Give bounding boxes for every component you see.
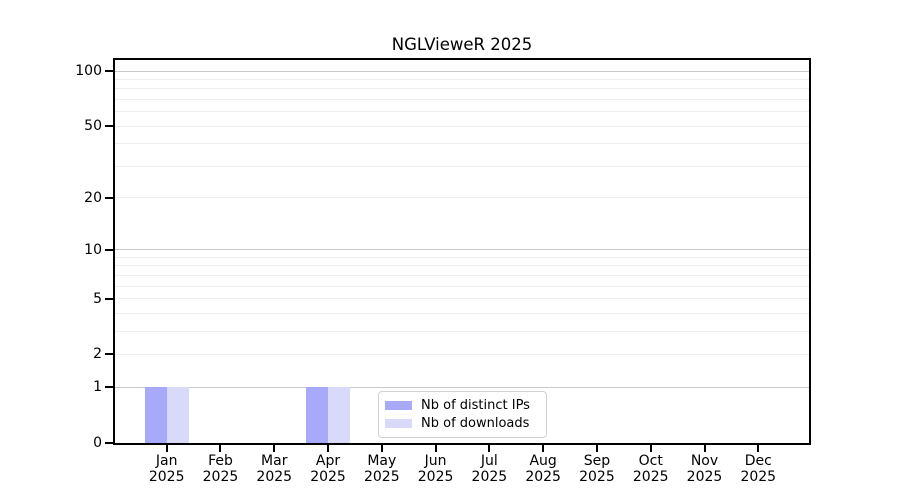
minor-gridline: [115, 330, 809, 332]
year-label: 2025: [740, 469, 777, 485]
y-axis-tick: [105, 297, 113, 300]
minor-gridline: [115, 99, 809, 101]
year-label: 2025: [525, 469, 561, 485]
year-label: 2025: [417, 469, 454, 485]
minor-gridline: [115, 312, 809, 314]
y-axis-tick-label: 1: [93, 379, 102, 396]
y-axis-tick-label: 50: [84, 118, 102, 135]
minor-gridline: [115, 353, 809, 355]
y-axis-tick: [105, 125, 113, 128]
x-axis-tick: [165, 445, 168, 452]
month-label: Jan: [155, 453, 178, 469]
month-label: Jul: [480, 453, 498, 469]
x-axis-tick-label: May 2025: [350, 453, 414, 485]
x-axis-tick: [649, 445, 652, 452]
x-axis-tick-label: Aug 2025: [511, 453, 575, 485]
legend-swatch-distinct-ips: [385, 401, 412, 410]
legend: Nb of distinct IPs Nb of downloads: [378, 391, 547, 438]
legend-swatch-downloads: [385, 419, 412, 428]
y-axis-tick-label: 10: [84, 241, 102, 258]
plot-area: [113, 58, 811, 445]
legend-row-distinct-ips: Nb of distinct IPs: [385, 398, 540, 413]
x-axis-tick: [380, 445, 383, 452]
y-axis-tick: [105, 353, 113, 356]
month-label: Sep: [583, 453, 611, 469]
x-axis-tick-label: Sep 2025: [565, 453, 629, 485]
x-axis-tick-label: Jul 2025: [457, 453, 521, 485]
minor-gridline: [115, 111, 809, 113]
x-axis-tick: [219, 445, 222, 452]
y-axis-tick-label: 5: [93, 290, 102, 307]
month-label: Apr: [315, 453, 341, 469]
bar-distinct-ips: [306, 387, 329, 443]
major-gridline: [115, 386, 809, 388]
month-label: Mar: [261, 453, 288, 469]
x-axis-tick-label: Jan 2025: [135, 453, 199, 485]
month-label: May: [367, 453, 397, 469]
y-axis-tick-label: 20: [84, 189, 102, 206]
legend-label-distinct-ips: Nb of distinct IPs: [421, 398, 530, 413]
x-axis-tick: [542, 445, 545, 452]
y-axis-tick: [105, 386, 113, 389]
y-axis-tick: [105, 70, 113, 73]
x-axis-tick: [703, 445, 706, 452]
y-axis-tick-label: 100: [75, 63, 102, 80]
year-label: 2025: [363, 469, 400, 485]
x-axis-tick-label: Nov 2025: [673, 453, 737, 485]
x-axis-tick-label: Mar 2025: [242, 453, 306, 485]
major-gridline: [115, 249, 809, 251]
minor-gridline: [115, 88, 809, 90]
bar-downloads: [328, 387, 351, 443]
month-label: Nov: [690, 453, 719, 469]
year-label: 2025: [256, 469, 293, 485]
year-label: 2025: [471, 469, 508, 485]
bar-distinct-ips: [144, 387, 167, 443]
minor-gridline: [115, 256, 809, 258]
year-label: 2025: [310, 469, 346, 485]
plot-inner: [115, 60, 809, 443]
y-axis-tick: [105, 442, 113, 444]
month-label: Jun: [424, 453, 447, 469]
x-axis-tick: [488, 445, 491, 452]
year-label: 2025: [579, 469, 615, 485]
year-label: 2025: [632, 469, 669, 485]
bar-downloads: [166, 387, 189, 443]
major-gridline: [115, 70, 809, 72]
minor-gridline: [115, 265, 809, 267]
minor-gridline: [115, 197, 809, 199]
y-axis-tick: [105, 196, 113, 199]
x-axis-tick-label: Apr 2025: [296, 453, 360, 485]
x-axis-tick-label: Jun 2025: [404, 453, 468, 485]
minor-gridline: [115, 274, 809, 276]
minor-gridline: [115, 298, 809, 300]
month-label: Aug: [529, 453, 557, 469]
x-axis-tick-label: Oct 2025: [619, 453, 683, 485]
legend-row-downloads: Nb of downloads: [385, 416, 540, 431]
month-label: Feb: [208, 453, 233, 469]
month-label: Oct: [638, 453, 663, 469]
x-axis-tick: [757, 445, 760, 452]
x-axis-tick: [434, 445, 437, 452]
legend-label-downloads: Nb of downloads: [421, 416, 530, 431]
x-axis-tick: [595, 445, 598, 452]
y-axis-tick: [105, 248, 113, 251]
x-axis-tick-label: Dec 2025: [726, 453, 790, 485]
year-label: 2025: [202, 469, 239, 485]
x-axis-tick: [327, 445, 330, 452]
month-label: Dec: [744, 453, 772, 469]
minor-gridline: [115, 79, 809, 81]
chart-title: NGLVieweR 2025: [391, 35, 533, 54]
minor-gridline: [115, 165, 809, 167]
y-axis-tick-label: 0: [93, 435, 102, 451]
year-label: 2025: [686, 469, 723, 485]
minor-gridline: [115, 143, 809, 145]
minor-gridline: [115, 125, 809, 127]
minor-gridline: [115, 285, 809, 287]
x-axis-tick-label: Feb 2025: [188, 453, 252, 485]
year-label: 2025: [148, 469, 185, 485]
x-axis-tick: [273, 445, 276, 452]
y-axis-tick-label: 2: [93, 346, 102, 363]
